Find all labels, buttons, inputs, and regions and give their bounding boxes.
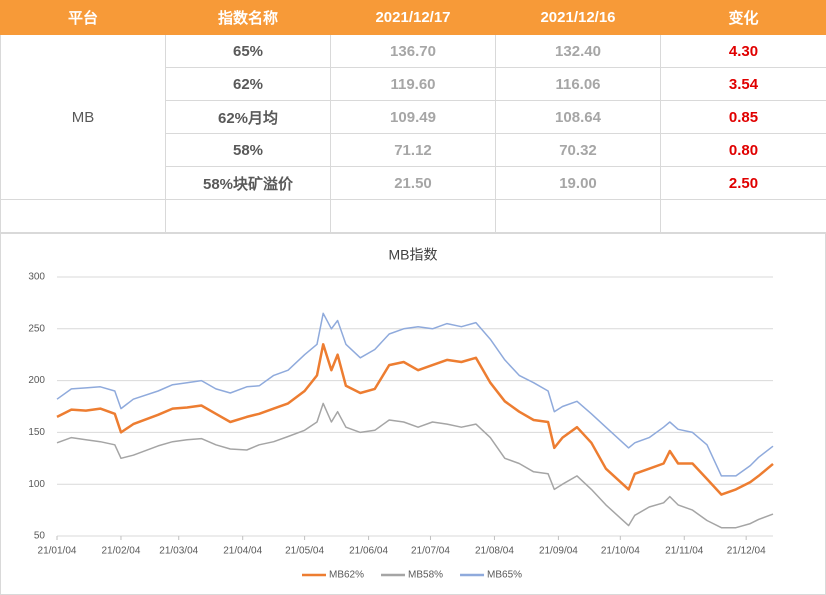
- y-tick-label: 100: [28, 479, 45, 490]
- x-tick-label: 21/12/04: [727, 546, 766, 557]
- table-cell: 136.70: [330, 34, 496, 68]
- chart: MB指数 50 100 150 200 250 300 21/01/04 21/02/04 21…: [0, 233, 826, 595]
- table-row: MB 65% 136.70 132.40 4.30: [0, 34, 826, 200]
- x-tick-label: 21/07/04: [411, 546, 450, 557]
- x-tick-label: 21/06/04: [349, 546, 388, 557]
- header-row: 平台 指数名称 2021/12/17 2021/12/16 变化: [0, 0, 826, 35]
- empty-row: [0, 199, 826, 233]
- table-cell: 3.54: [660, 67, 826, 101]
- y-tick-label: 50: [34, 531, 46, 542]
- x-tick-label: 21/11/04: [665, 546, 704, 557]
- empty-cell: [495, 199, 661, 233]
- table-cell: 70.32: [495, 133, 661, 167]
- table-cell: 119.60: [330, 67, 496, 101]
- empty-cell: [165, 199, 331, 233]
- x-tick-label: 21/03/04: [159, 546, 198, 557]
- x-tick-label: 21/08/04: [475, 546, 514, 557]
- table-cell: 4.30: [660, 34, 826, 68]
- table-cell: 132.40: [495, 34, 661, 68]
- chart-title: MB指数: [389, 247, 438, 263]
- table-cell: 58%: [165, 133, 331, 167]
- y-tick-label: 250: [28, 323, 45, 334]
- x-tick-label: 21/04/04: [223, 546, 262, 557]
- legend-label: MB58%: [408, 570, 443, 581]
- chart-frame: [0, 233, 826, 595]
- table-cell: 62%: [165, 67, 331, 101]
- y-tick-label: 300: [28, 272, 45, 283]
- table-cell: 109.49: [330, 100, 496, 134]
- table-cell: 58%块矿溢价: [165, 166, 331, 200]
- x-tick-label: 21/01/04: [38, 546, 77, 557]
- platform-cell: MB: [0, 34, 166, 200]
- line-series: [56, 312, 774, 477]
- legend-label: MB65%: [487, 570, 522, 581]
- table-cell: 71.12: [330, 133, 496, 167]
- y-tick-label: 200: [28, 375, 45, 386]
- header-cell: 指数名称: [165, 0, 331, 35]
- table-cell: 108.64: [495, 100, 661, 134]
- y-tick-label: 150: [28, 427, 45, 438]
- table-row: 62% 119.60 116.06 3.54: [1, 67, 826, 101]
- x-tick-label: 21/09/04: [539, 546, 578, 557]
- header-cell: 2021/12/17: [330, 0, 496, 35]
- table-cell: 0.85: [660, 100, 826, 134]
- x-tick-label: 21/05/04: [285, 546, 324, 557]
- table-cell: 19.00: [495, 166, 661, 200]
- empty-cell: [0, 199, 166, 233]
- table-cell: 0.80: [660, 133, 826, 167]
- table-row: 58% 71.12 70.32 0.80: [1, 133, 826, 167]
- header-cell: 平台: [0, 0, 166, 35]
- line-series: [56, 343, 774, 496]
- table-cell: 2.50: [660, 166, 826, 200]
- table-cell: 65%: [165, 34, 331, 68]
- x-tick-label: 21/10/04: [601, 546, 640, 557]
- price-table: 平台 指数名称 2021/12/17 2021/12/16 变化 MB 65% 136.70 1…: [0, 0, 826, 233]
- table-row: 58%块矿溢价 21.50 19.00 2.50: [1, 166, 826, 200]
- table-body: 平台 指数名称 2021/12/17 2021/12/16 变化 MB 65% 136.70 1…: [0, 0, 826, 233]
- table-cell: 62%月均: [165, 100, 331, 134]
- table-cell: 21.50: [330, 166, 496, 200]
- table-row: 62%月均 109.49 108.64 0.85: [1, 100, 826, 134]
- table-cell: 116.06: [495, 67, 661, 101]
- x-tick-label: 21/02/04: [101, 546, 140, 557]
- header-cell: 变化: [660, 0, 826, 35]
- header-cell: 2021/12/16: [495, 0, 661, 35]
- empty-cell: [660, 199, 826, 233]
- legend-label: MB62%: [329, 570, 364, 581]
- line-series: [56, 402, 774, 529]
- empty-cell: [330, 199, 496, 233]
